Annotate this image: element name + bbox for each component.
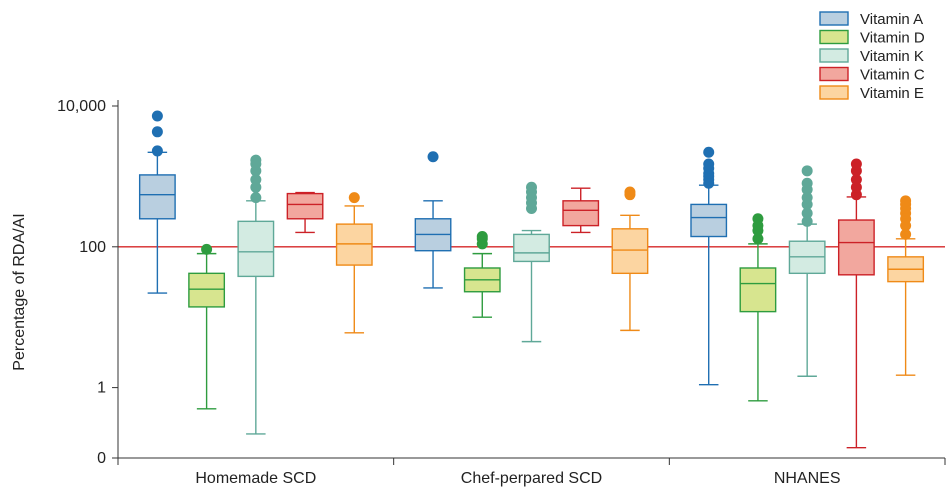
box-vitamin-k (788, 165, 826, 377)
x-category-label: NHANES (774, 470, 841, 487)
outlier-point (801, 165, 813, 177)
legend-swatch (819, 48, 849, 63)
outlier-point (250, 154, 262, 166)
legend-label: Vitamin D (860, 30, 925, 47)
box-vitamin-e (335, 192, 373, 334)
outlier-point (752, 233, 764, 245)
iqr-box (513, 233, 550, 263)
outlier-point (476, 231, 488, 243)
legend-label: Vitamin K (860, 48, 924, 65)
iqr-box (690, 203, 728, 238)
outlier-point (348, 192, 360, 204)
box-vitamin-k (237, 154, 275, 435)
y-axis-title: Percentage of RDA/AI (11, 213, 28, 370)
legend-swatch (819, 11, 849, 26)
x-category-label: Homemade SCD (195, 470, 316, 487)
outlier-point (850, 158, 862, 170)
outlier-point (201, 243, 213, 255)
iqr-box (286, 192, 324, 220)
legend-item: Vitamin E (819, 85, 924, 102)
y-tick-label: 10,000 (57, 98, 106, 115)
outlier-point (151, 145, 163, 157)
outlier-point (624, 186, 636, 198)
box-vitamin-d (188, 243, 226, 410)
outlier-point (151, 110, 163, 122)
outlier-point (801, 207, 813, 219)
outlier-point (850, 181, 862, 193)
outlier-point (151, 126, 163, 138)
box-vitamin-d (463, 231, 501, 318)
legend-swatch (819, 85, 849, 100)
box-vitamin-c (286, 191, 324, 234)
y-tick-label: 100 (79, 239, 106, 256)
outlier-point (801, 177, 813, 189)
box-vitamin-a (138, 110, 176, 294)
outlier-point (900, 195, 912, 207)
y-tick-label: 0 (97, 450, 106, 467)
iqr-box (611, 228, 649, 275)
iqr-box (837, 219, 875, 276)
iqr-box (739, 267, 777, 313)
outlier-point (900, 228, 912, 240)
outlier-point (250, 192, 262, 204)
legend-label: Vitamin E (860, 85, 924, 102)
legend-swatch (819, 29, 849, 45)
legend-item: Vitamin A (819, 11, 923, 28)
outlier-point (250, 174, 262, 186)
outlier-point (250, 181, 262, 193)
legend-item: Vitamin K (819, 48, 924, 65)
iqr-box (188, 272, 226, 308)
box-vitamin-c (562, 187, 600, 234)
outlier-point (526, 181, 537, 193)
iqr-box (138, 174, 176, 220)
outlier-point (752, 213, 764, 225)
box-vitamin-a (690, 146, 728, 386)
legend-item: Vitamin D (819, 29, 925, 47)
box-vitamin-a (414, 151, 452, 289)
y-tick-label: 1 (97, 380, 106, 397)
x-category-label: Chef-perpared SCD (461, 470, 602, 487)
box-vitamin-k (513, 181, 550, 343)
iqr-box (237, 220, 275, 278)
box-vitamin-e (887, 195, 925, 376)
box-vitamin-e (611, 186, 649, 332)
outlier-point (801, 192, 813, 204)
iqr-box (562, 200, 600, 227)
box-vitamin-d (739, 213, 777, 402)
outlier-point (703, 146, 715, 158)
outlier-point (427, 151, 439, 163)
box-vitamin-c (837, 158, 875, 449)
legend-label: Vitamin A (860, 11, 923, 28)
legend-swatch (819, 66, 849, 82)
outlier-point (850, 174, 862, 186)
outlier-point (703, 158, 715, 170)
legend-item: Vitamin C (819, 66, 925, 84)
iqr-box (335, 223, 373, 266)
legend-label: Vitamin C (860, 67, 925, 84)
outlier-point (801, 215, 813, 227)
